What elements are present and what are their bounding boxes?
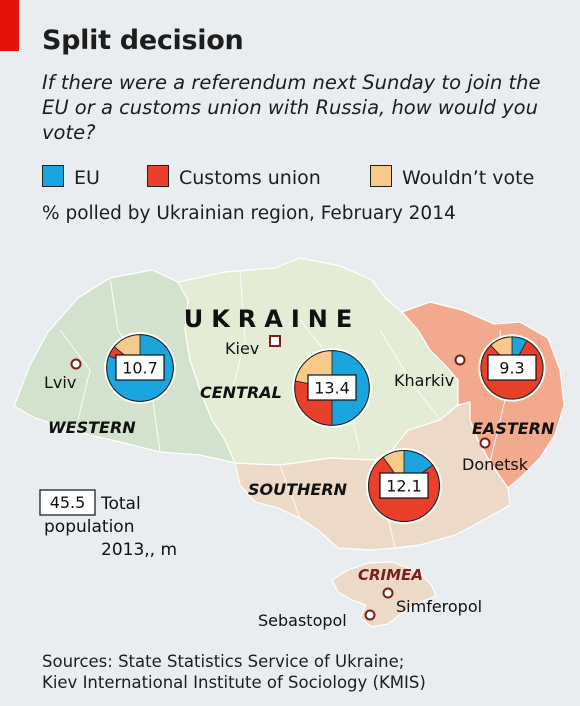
city-marker-lviv xyxy=(70,358,82,370)
size-key-value: 45.5 xyxy=(50,493,86,512)
city-simferopol: Simferopol xyxy=(382,587,482,616)
legend-swatch-customs-union xyxy=(147,165,169,187)
city-marker-simferopol xyxy=(382,587,394,599)
population-value: 10.7 xyxy=(122,359,158,378)
region-label-eastern: EASTERN xyxy=(472,419,555,438)
legend-item-customs-union: Customs union xyxy=(147,165,321,189)
population-box xyxy=(379,472,429,499)
city-marker-sebastopol xyxy=(364,609,376,621)
city-label-kiev: Kiev xyxy=(225,339,259,358)
size-key-label: Total population 2013,, m xyxy=(44,494,177,560)
legend-item-wouldnt-vote: Wouldn’t vote xyxy=(370,165,534,189)
legend-swatch-wouldnt-vote xyxy=(370,165,392,187)
brand-bar xyxy=(0,0,19,51)
city-marker-donetsk xyxy=(479,437,491,449)
source-line-1: Sources: State Statistics Service of Ukr… xyxy=(42,652,405,671)
pie-southern: 12.1 SOUTHERN xyxy=(248,448,442,524)
chart-title: Split decision xyxy=(42,25,244,56)
city-kharkiv: Kharkiv xyxy=(394,354,466,390)
region-label-western: WESTERN xyxy=(48,418,136,437)
country-label: UKRAINE xyxy=(184,305,361,333)
pie-central: 13.4 CENTRAL xyxy=(200,348,372,428)
city-marker-kharkiv xyxy=(454,354,466,366)
size-key: 45.5 Total population 2013,, m xyxy=(39,489,177,560)
city-label-lviv: Lviv xyxy=(44,373,76,392)
pie-border xyxy=(294,350,370,426)
crimea-label: CRIMEA xyxy=(358,566,423,584)
legend-swatch-eu xyxy=(42,165,64,187)
legend-label-eu: EU xyxy=(74,167,100,189)
city-donetsk: Donetsk xyxy=(462,437,529,474)
ukraine-map: UKRAINE Kiev Lviv Kharkiv Donetsk Simfer… xyxy=(13,257,565,630)
city-label-sebastopol: Sebastopol xyxy=(258,611,347,630)
legend-label-customs-union: Customs union xyxy=(179,167,321,189)
population-box xyxy=(487,354,537,381)
city-sebastopol: Sebastopol xyxy=(258,609,376,630)
legend-label-wouldnt-vote: Wouldn’t vote xyxy=(402,167,535,189)
units-note: % polled by Ukrainian region, February 2… xyxy=(42,203,456,224)
pie-border xyxy=(368,450,440,522)
pie-border xyxy=(106,334,174,402)
population-value: 12.1 xyxy=(386,477,422,496)
city-kiev: Kiev xyxy=(225,335,281,358)
legend-item-eu: EU xyxy=(42,165,100,189)
source-note: Sources: State Statistics Service of Ukr… xyxy=(42,651,426,693)
pie-eastern: 9.3 EASTERN xyxy=(472,334,555,438)
chart-subtitle: If there were a referendum next Sunday t… xyxy=(42,71,541,144)
size-key-box xyxy=(39,489,96,516)
population-box xyxy=(307,374,357,401)
pie-western: 10.7 WESTERN xyxy=(48,332,176,437)
city-label-kharkiv: Kharkiv xyxy=(394,371,454,390)
population-value: 9.3 xyxy=(499,359,524,378)
city-lviv: Lviv xyxy=(44,358,82,392)
kiev-capital-icon xyxy=(269,335,281,347)
pie-border xyxy=(480,336,544,400)
city-label-simferopol: Simferopol xyxy=(396,597,482,616)
region-label-central: CENTRAL xyxy=(200,383,282,402)
population-value: 13.4 xyxy=(314,379,350,398)
population-box xyxy=(115,354,165,381)
pie-charts: 10.7 WESTERN 13.4 CENTRAL 9.3 EASTERN 12.1 SOUT… xyxy=(48,332,555,524)
region-label-southern: SOUTHERN xyxy=(248,480,348,499)
source-line-2: Kiev International Institute of Sociolog… xyxy=(42,673,426,692)
city-label-donetsk: Donetsk xyxy=(462,455,529,474)
